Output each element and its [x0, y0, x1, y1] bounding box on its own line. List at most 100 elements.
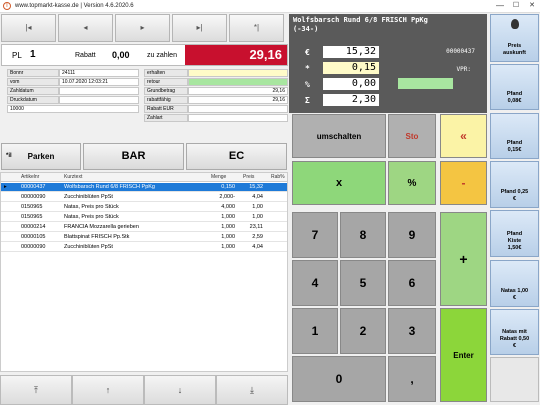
table-cell: 0150965	[21, 204, 43, 210]
natas-rabatt-button[interactable]: Natas mit Rabatt 0,50 €	[490, 309, 539, 355]
col-rabatt[interactable]: Rab%	[271, 174, 285, 180]
last-record-button[interactable]: ▸|	[172, 14, 227, 42]
pfand-015-label: Pfand 0,15€	[506, 140, 523, 153]
maximize-button[interactable]: ☐	[512, 2, 520, 9]
grundbetrag-label: Grundbetrag	[144, 87, 188, 95]
table-row[interactable]: ▸ 00000437 Wolfsbarsch Rund 6/8 FRISCH PpK…	[1, 183, 287, 192]
key-2[interactable]: 2	[340, 308, 386, 354]
table-row[interactable]: 0150965 Natas, Preis pro Stück 1,000 1,00	[1, 213, 287, 222]
quantity-symbol: *	[305, 64, 310, 73]
prev-record-button[interactable]: ◂	[58, 14, 113, 42]
col-preis[interactable]: Preis	[243, 174, 255, 180]
parken-button[interactable]: *il Parken	[1, 143, 81, 170]
next-record-button[interactable]: ▸	[115, 14, 170, 42]
key-9[interactable]: 9	[388, 212, 436, 258]
ec-button[interactable]: EC	[186, 143, 287, 170]
bar-button[interactable]: BAR	[83, 143, 184, 170]
lightbulb-icon	[511, 19, 519, 29]
key-7[interactable]: 7	[292, 212, 338, 258]
table-cell: 4,04	[252, 244, 263, 250]
table-row[interactable]: 00000090 Zucchiniblüten PpSt 1,000 4,04	[1, 243, 287, 252]
pfand-015-button[interactable]: Pfand 0,15€	[490, 113, 539, 159]
scroll-up-button[interactable]: ↑	[72, 375, 144, 405]
price-lookup-label: Preis auskunft	[503, 43, 526, 56]
multiply-button[interactable]: x	[292, 161, 386, 205]
umschalten-button[interactable]: umschalten	[292, 114, 386, 158]
key-3[interactable]: 3	[388, 308, 436, 354]
rabatt-eur-label: Rabatt EUR	[144, 105, 188, 113]
receipt-info: Bonnr 24111 vom 10.07.2020 12:03:21 Zahl…	[7, 69, 288, 131]
park-icon: *il	[6, 153, 12, 159]
storno-button[interactable]: Sto	[388, 114, 436, 158]
table-row[interactable]: 00000105 Blattspinat FRISCH Pp.Stk 1,000 2,…	[1, 233, 287, 242]
erhalten-value[interactable]	[188, 69, 288, 77]
window-title: www.topmarkt-kasse.de | Version 4.6.2020…	[15, 3, 134, 9]
table-cell: 2,000-	[219, 194, 235, 200]
vpr-label: VPR:	[456, 66, 471, 73]
price-lookup-button[interactable]: Preis auskunft	[490, 14, 539, 62]
table-cell: 1,000	[221, 224, 235, 230]
scroll-down-button[interactable]: ↓	[144, 375, 216, 405]
rabatt-value[interactable]: 0,00	[112, 50, 130, 60]
minimize-button[interactable]: —	[496, 1, 504, 10]
kunde-value[interactable]: 10000	[7, 105, 139, 113]
minus-button[interactable]: -	[440, 161, 487, 205]
table-cell: 1,000	[221, 214, 235, 220]
table-cell: 4,000	[221, 204, 235, 210]
key-0[interactable]: 0	[292, 356, 386, 402]
plus-button[interactable]: +	[440, 212, 487, 306]
natas-label: Natas 1,00 €	[500, 288, 529, 301]
zahlart-value	[188, 114, 288, 122]
natas-button[interactable]: Natas 1,00 €	[490, 260, 539, 307]
key-6[interactable]: 6	[388, 260, 436, 306]
backspace-button[interactable]: «	[440, 114, 487, 158]
key-4[interactable]: 4	[292, 260, 338, 306]
pfand-025-button[interactable]: Pfand 0,25 €	[490, 161, 539, 208]
table-row[interactable]: 0150965 Natas, Preis pro Stück 4,000 1,00	[1, 203, 287, 212]
percent-button[interactable]: %	[388, 161, 436, 205]
scroll-bottom-button[interactable]: ⤓	[216, 375, 288, 405]
quantity-field[interactable]: 0,15	[323, 62, 379, 74]
rabattfaehig-label: rabattfähig	[144, 96, 188, 104]
table-row[interactable]: 00000214 FRANCIA Mozzarella gerieben 1,000…	[1, 223, 287, 232]
key-1[interactable]: 1	[292, 308, 338, 354]
enter-button[interactable]: Enter	[440, 308, 487, 402]
grundbetrag-value: 29,16	[188, 87, 288, 95]
price-field[interactable]: 15,32	[323, 46, 379, 58]
key-8[interactable]: 8	[340, 212, 386, 258]
col-kurztext[interactable]: Kurztext	[64, 174, 83, 180]
zahlart-label: Zahlart	[144, 114, 188, 122]
col-menge[interactable]: Menge	[211, 174, 227, 180]
empty-function-button[interactable]	[490, 357, 539, 402]
table-cell: Natas, Preis pro Stück	[64, 214, 119, 220]
table-cell: 0,150	[221, 184, 235, 190]
table-cell: 00000105	[21, 234, 46, 240]
pfand-008-button[interactable]: Pfand 0,08€	[490, 64, 539, 110]
rabatt-eur-value	[188, 105, 288, 113]
zahldatum-value	[59, 87, 139, 95]
discount-field[interactable]: 0,00	[323, 78, 379, 90]
percent-symbol: %	[305, 80, 310, 89]
euro-symbol: €	[305, 48, 310, 57]
pl-value[interactable]: 1	[30, 49, 36, 60]
new-record-button[interactable]: *|	[229, 14, 284, 42]
title-bar: T www.topmarkt-kasse.de | Version 4.6.20…	[0, 0, 540, 13]
druckdatum-label: Druckdatum	[7, 96, 59, 104]
col-artikelnr[interactable]: Artikelnr	[21, 174, 40, 180]
key-5[interactable]: 5	[340, 260, 386, 306]
retour-label: retour	[144, 78, 188, 86]
current-row-marker-icon: ▸	[4, 184, 7, 190]
table-cell: 00000214	[21, 224, 46, 230]
close-button[interactable]: ✕	[529, 2, 535, 9]
comma-button[interactable]: ,	[388, 356, 436, 402]
table-cell: 0150965	[21, 214, 43, 220]
table-row[interactable]: 00000090 Zucchiniblüten PpSt 2,000- 4,04	[1, 193, 287, 202]
first-record-button[interactable]: |◂	[1, 14, 56, 42]
parken-label: Parken	[27, 152, 55, 161]
scroll-top-button[interactable]: ⤒	[0, 375, 72, 405]
table-cell: Blattspinat FRISCH Pp.Stk	[64, 234, 130, 240]
pfand-kiste-button[interactable]: Pfand Kiste 1,50€	[490, 210, 539, 257]
retour-value	[188, 78, 288, 86]
amount-due: 29,16	[185, 45, 287, 65]
table-cell: 00000090	[21, 244, 46, 250]
